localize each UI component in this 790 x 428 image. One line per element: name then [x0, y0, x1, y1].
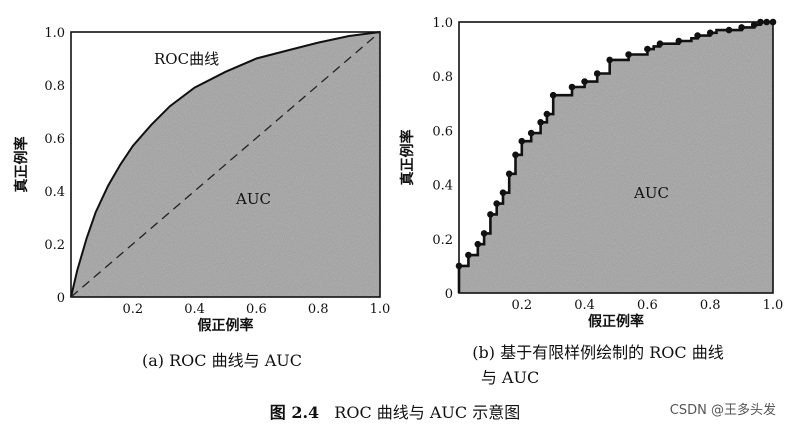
roc-point	[549, 91, 557, 99]
x-tick-label: 0.8	[700, 298, 721, 313]
y-tick-label: 1.0	[432, 16, 453, 31]
y-tick-label: 0.8	[432, 70, 453, 85]
plot-frame	[70, 31, 381, 298]
y-tick-label: 0.2	[432, 233, 453, 248]
y-tick-label: 0.8	[44, 79, 65, 94]
x-tick-labels: 0.2 0.4 0.6 0.8 1.0	[511, 298, 783, 313]
y-tick-label: 0.6	[432, 124, 453, 139]
x-tick-label: 1.0	[763, 298, 784, 313]
y-tick-label: 0	[445, 287, 453, 302]
x-tick-labels: 0.2 0.4 0.6 0.8 1.0	[122, 302, 390, 317]
x-tick-label: 0.6	[637, 298, 658, 313]
y-axis-label: 真正例率	[399, 130, 416, 186]
roc-point	[487, 211, 494, 218]
roc-curve-label: ROC曲线	[154, 50, 219, 68]
roc-point	[493, 200, 501, 207]
roc-point	[757, 18, 764, 26]
roc-point	[706, 29, 714, 37]
roc-point	[512, 151, 519, 159]
y-tick-labels: 0 0.2 0.4 0.6 0.8 1.0	[44, 26, 65, 306]
auc-label: AUC	[235, 190, 271, 208]
x-axis-label: 假正例率	[588, 313, 644, 330]
chart-a: 0.2 0.4 0.6 0.8 1.0 0 0.2 0.4 0.6 0.8 1.0 ROC曲线 A…	[13, 26, 390, 370]
subfigure-caption-b-line1: (b) 基于有限样例绘制的 ROC 曲线	[472, 343, 723, 362]
roc-point	[738, 24, 745, 31]
roc-point	[644, 45, 651, 53]
roc-points	[455, 18, 777, 270]
x-tick-label: 0.2	[122, 302, 143, 317]
roc-point	[750, 21, 758, 29]
roc-point	[465, 251, 472, 259]
roc-point	[474, 240, 482, 248]
roc-point	[527, 129, 535, 137]
roc-point	[518, 137, 526, 145]
roc-point	[455, 262, 463, 270]
roc-point	[625, 51, 632, 58]
roc-point	[763, 18, 770, 26]
x-tick-label: 0.8	[308, 302, 329, 317]
x-axis-label: 假正例率	[198, 317, 254, 334]
roc-point	[656, 40, 664, 47]
auc-label: AUC	[633, 184, 669, 202]
roc-curve	[70, 31, 381, 298]
roc-point	[593, 70, 601, 77]
subfigure-caption-a: (a) ROC 曲线与 AUC	[142, 351, 302, 370]
chart-b: 0.2 0.4 0.6 0.8 1.0 0 0.2 0.4 0.6 0.8 1.0 AUC 假正例…	[399, 16, 783, 387]
roc-point	[499, 189, 507, 196]
y-axis-label: 真正例率	[13, 137, 30, 193]
roc-step-curve	[457, 20, 773, 293]
roc-point	[505, 170, 513, 178]
random-guess-diagonal	[70, 31, 381, 298]
y-tick-label: 0.4	[44, 185, 65, 200]
figure-caption: 图 2.4 ROC 曲线与 AUC 示意图	[270, 403, 520, 422]
roc-point	[581, 78, 588, 85]
roc-point	[675, 37, 683, 45]
roc-point	[769, 18, 777, 26]
y-tick-label: 0.2	[44, 238, 65, 253]
roc-point	[694, 32, 701, 39]
x-tick-label: 0.2	[511, 298, 532, 313]
y-tick-label: 1.0	[44, 26, 65, 41]
roc-point	[568, 83, 576, 91]
x-tick-label: 0.4	[574, 298, 595, 313]
x-tick-label: 0.4	[184, 302, 205, 317]
roc-point	[606, 56, 613, 64]
y-tick-labels: 0 0.2 0.4 0.6 0.8 1.0	[432, 16, 453, 302]
watermark: CSDN @王多头发	[670, 402, 776, 418]
x-tick-label: 1.0	[370, 302, 391, 317]
y-tick-label: 0	[57, 291, 65, 306]
plot-frame	[458, 21, 774, 294]
subfigure-caption-b-line2: 与 AUC	[481, 368, 539, 387]
y-tick-label: 0.6	[44, 132, 65, 147]
region-above-curve	[459, 22, 773, 293]
x-tick-label: 0.6	[246, 302, 267, 317]
y-tick-label: 0.4	[432, 179, 453, 194]
roc-point	[480, 230, 488, 237]
figure-number: 图 2.4	[270, 403, 319, 422]
roc-point	[543, 110, 551, 118]
roc-point	[725, 26, 733, 34]
roc-point	[537, 119, 544, 126]
figure-title: ROC 曲线与 AUC 示意图	[334, 403, 520, 422]
